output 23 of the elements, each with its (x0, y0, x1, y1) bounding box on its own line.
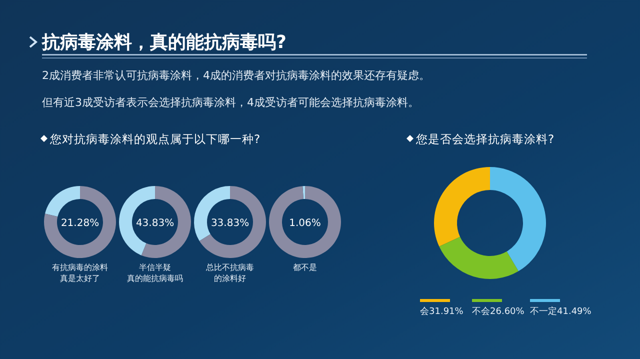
donut-slice (439, 236, 519, 279)
legend-label: 不一定41.49% (530, 306, 592, 317)
text: 33.83% (210, 218, 250, 229)
text: 都不是 (293, 263, 317, 272)
legend-label: 会31.91% (420, 306, 464, 317)
donut-slice (269, 186, 341, 258)
donut-slice (44, 186, 80, 217)
donut-slice (199, 186, 266, 258)
text: 您对抗病毒涂料的观点属于以下哪一种? (49, 132, 260, 146)
text: 1.06% (289, 218, 321, 229)
chart-title: 您是否会选择抗病毒涂料? (415, 132, 554, 146)
text: 有抗病毒的涂料真是太好了 (52, 263, 108, 283)
text: 21.28% (60, 218, 100, 229)
text: 总比不抗病毒的涂料好 (205, 263, 254, 283)
text: 半信半疑真的能抗病毒吗 (127, 263, 183, 283)
text: 抗病毒涂料，真的能抗病毒吗? (41, 32, 286, 53)
text: 43.83% (136, 218, 174, 229)
donut-slice (44, 186, 116, 258)
text: 但有近3成受访者表示会选择抗病毒涂料，4成受访者可能会选择抗病毒涂料。 (42, 96, 419, 109)
legend-label: 不会26.60% (472, 306, 525, 317)
donut-slice (490, 167, 546, 272)
donut-slice (434, 167, 490, 247)
text: 2成消费者非常认可抗病毒涂料，4成的消费者对抗病毒涂料的效果还存有疑虑。 (42, 69, 430, 82)
